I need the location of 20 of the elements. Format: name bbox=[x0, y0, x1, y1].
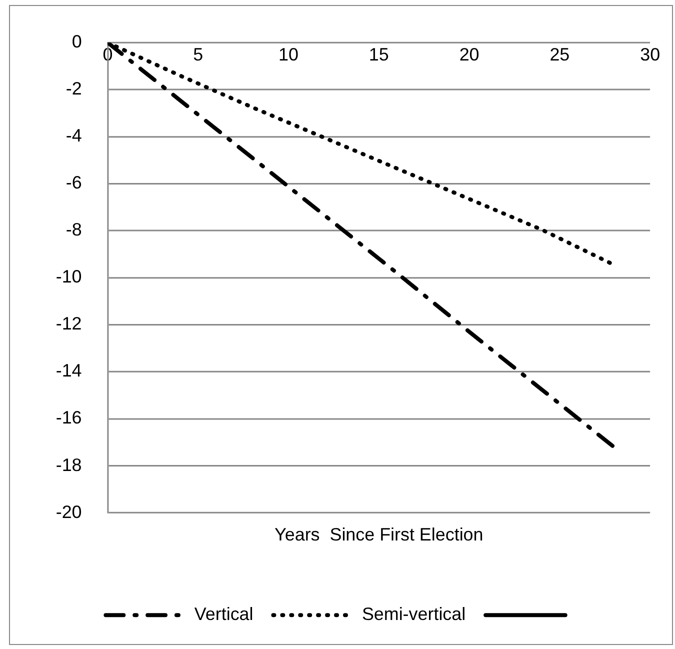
y-tick-label: -12 bbox=[56, 314, 82, 334]
y-tick-label: -10 bbox=[56, 266, 82, 287]
y-tick-label: -16 bbox=[56, 408, 82, 428]
y-tick-label: -20 bbox=[56, 502, 82, 522]
x-tick-label: 5 bbox=[193, 44, 204, 64]
x-axis-title: Years Since First Election bbox=[274, 524, 484, 544]
y-tick-label: -8 bbox=[66, 220, 82, 240]
x-tick-label: 10 bbox=[278, 44, 298, 64]
legend-label: Semi-vertical bbox=[362, 604, 466, 624]
y-tick-label: -2 bbox=[66, 78, 82, 99]
x-tick-label: 15 bbox=[368, 44, 389, 64]
y-tick-label: 0 bbox=[72, 32, 82, 52]
y-tick-label: -14 bbox=[56, 360, 82, 381]
x-tick-label: 20 bbox=[459, 44, 480, 64]
y-tick-label: -6 bbox=[66, 172, 82, 193]
y-tick-label: -4 bbox=[66, 126, 82, 146]
x-tick-label: 25 bbox=[550, 44, 570, 64]
x-tick-label: 30 bbox=[640, 44, 660, 64]
legend-label: Vertical bbox=[194, 604, 254, 624]
y-tick-label: -18 bbox=[56, 454, 82, 475]
